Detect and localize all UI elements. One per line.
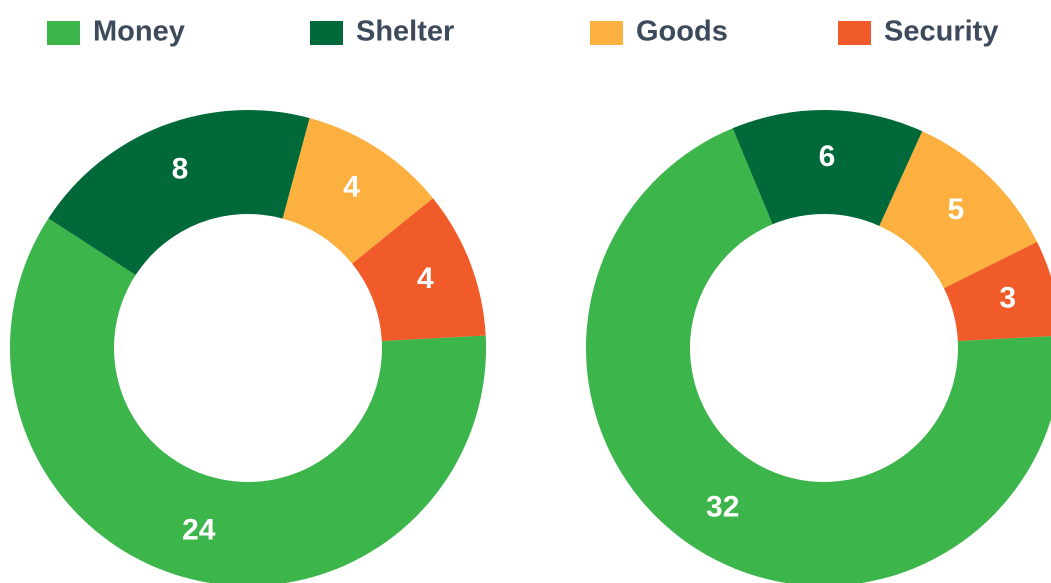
donut-slice — [48, 109, 310, 276]
legend-label: Security — [884, 16, 998, 48]
slice-label: 32 — [706, 491, 739, 524]
slice-label: 3 — [999, 282, 1016, 315]
donut-slice — [586, 128, 1051, 583]
donut-slice — [352, 198, 486, 341]
legend-swatch — [310, 21, 343, 45]
legend-label: Shelter — [356, 16, 454, 48]
slice-label: 4 — [343, 171, 360, 204]
donut-slice — [943, 241, 1051, 341]
slice-label: 24 — [182, 513, 216, 546]
donut-slice — [879, 131, 1038, 289]
slice-label: 8 — [172, 153, 189, 186]
donut-slice — [10, 218, 486, 583]
legend-label: Money — [93, 16, 185, 48]
legend-label: Goods — [636, 16, 728, 48]
slice-label: 5 — [948, 193, 965, 226]
slice-label: 4 — [417, 262, 434, 295]
donut-slice — [282, 118, 433, 264]
legend-swatch — [838, 21, 871, 45]
legend-swatch — [590, 21, 623, 45]
legend-swatch — [47, 21, 80, 45]
slice-label: 6 — [819, 140, 836, 173]
donut-slice — [732, 110, 923, 226]
